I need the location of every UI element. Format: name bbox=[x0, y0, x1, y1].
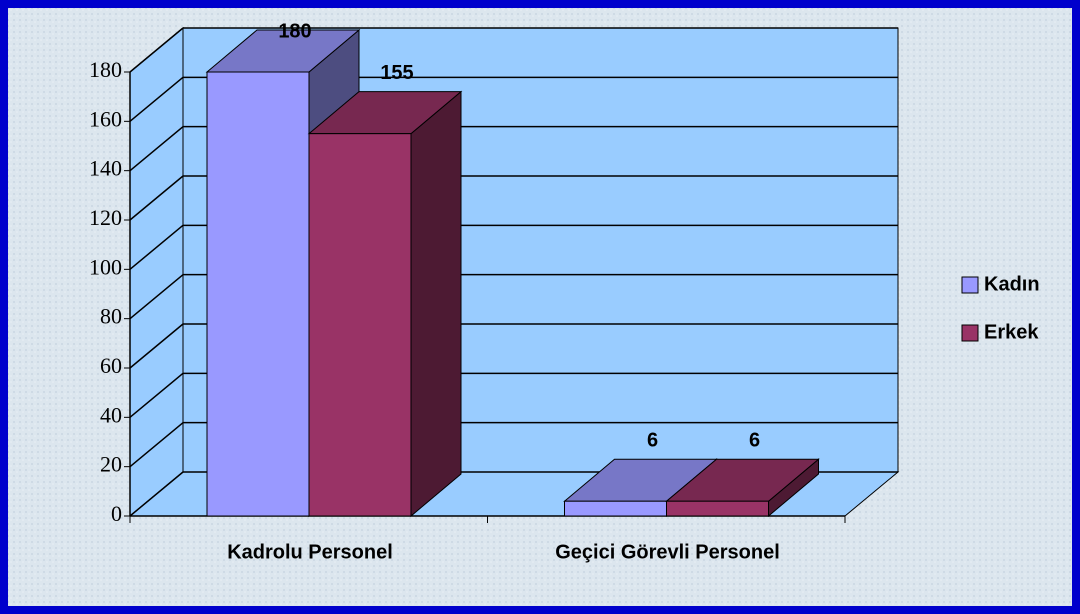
data-label: 155 bbox=[380, 62, 413, 84]
bar bbox=[308, 133, 412, 517]
y-tick-label: 80 bbox=[100, 304, 122, 329]
bar bbox=[666, 500, 769, 517]
data-label: 6 bbox=[647, 429, 658, 451]
y-tick-label: 0 bbox=[111, 501, 122, 526]
bar-side bbox=[410, 90, 462, 518]
legend-swatch bbox=[961, 276, 979, 294]
x-tick-label: Geçici Görevli Personel bbox=[555, 541, 780, 563]
y-tick-label: 180 bbox=[89, 57, 122, 82]
grid-line bbox=[129, 323, 184, 369]
grid-line bbox=[129, 372, 184, 418]
y-tick-label: 40 bbox=[100, 402, 122, 427]
grid-line bbox=[129, 422, 184, 468]
grid-line bbox=[129, 175, 184, 221]
side-wall bbox=[129, 26, 184, 518]
data-label: 6 bbox=[749, 429, 760, 451]
grid-line bbox=[129, 471, 184, 517]
y-tick-label: 140 bbox=[89, 156, 122, 181]
grid-line bbox=[129, 76, 184, 122]
data-label: 180 bbox=[278, 20, 311, 42]
y-tick-label: 120 bbox=[89, 205, 122, 230]
x-tick-label: Kadrolu Personel bbox=[227, 541, 393, 563]
legend-label: Kadın bbox=[984, 273, 1040, 295]
legend-label: Erkek bbox=[984, 321, 1039, 343]
y-tick-label: 60 bbox=[100, 353, 122, 378]
grid-line bbox=[129, 224, 184, 270]
grid-line bbox=[129, 274, 184, 320]
bar bbox=[564, 500, 667, 517]
y-tick-label: 160 bbox=[89, 106, 122, 131]
bar bbox=[206, 71, 310, 517]
grid-line bbox=[129, 27, 184, 73]
grid-line bbox=[129, 126, 184, 172]
legend-swatch bbox=[961, 324, 979, 342]
y-tick-label: 20 bbox=[100, 452, 122, 477]
y-tick-label: 100 bbox=[89, 254, 122, 279]
